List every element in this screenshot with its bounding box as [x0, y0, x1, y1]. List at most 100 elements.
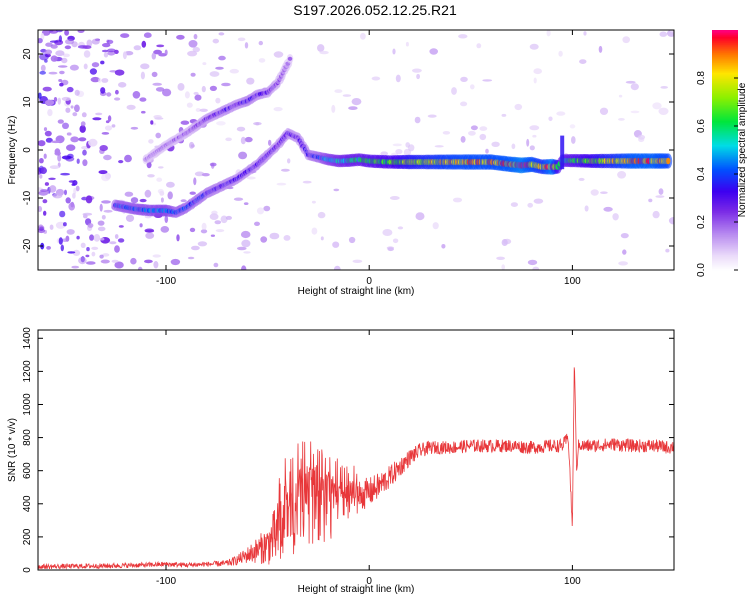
spectrogram-noise-cell	[45, 99, 55, 106]
colorbar-cell	[712, 146, 738, 149]
spectrogram-noise-cell	[176, 34, 185, 40]
spectrogram-noise-cell	[556, 111, 566, 116]
spectrogram-noise-cell	[215, 66, 224, 70]
spectrogram-plot-area	[38, 30, 674, 270]
spectrogram-noise-cell	[42, 199, 48, 204]
spectrogram-heatmap	[38, 30, 674, 270]
spectrogram-noise-cell	[193, 177, 197, 186]
spectrogram-noise-cell	[618, 118, 625, 121]
spectrogram-noise-cell	[187, 256, 195, 260]
x-tick-label: 0	[366, 276, 372, 287]
spectrogram-noise-cell	[160, 197, 164, 203]
spectrogram-noise-cell	[405, 41, 409, 47]
spectrogram-noise-cell	[209, 85, 217, 91]
colorbar-cell	[712, 210, 738, 213]
snr-y-ticks: 0 200 400 600 800 1000 1200 1400	[22, 327, 674, 573]
spectrogram-noise-cell	[460, 136, 466, 143]
colorbar-cell	[712, 260, 738, 263]
spectrogram-noise-cell	[91, 62, 100, 68]
colorbar-cell	[712, 150, 738, 153]
spectrogram-y-axis-label: Frequency (Hz)	[7, 116, 18, 185]
spectrogram-noise-cell	[107, 48, 116, 53]
spectrogram-noise-cell	[56, 30, 63, 33]
spectrogram-noise-cell	[529, 125, 540, 131]
y-tick-label: 200	[22, 528, 33, 545]
spectrogram-noise-cell	[527, 202, 533, 208]
spectrogram-noise-cell	[49, 185, 57, 193]
spectrogram-noise-cell	[60, 172, 70, 176]
colorbar-cell	[712, 82, 738, 85]
colorbar-cell	[712, 174, 738, 177]
colorbar-cell	[712, 268, 738, 271]
spectrogram-noise-cell	[154, 117, 164, 120]
spectrogram-noise-cell	[211, 210, 218, 215]
spectrogram-noise-cell	[392, 48, 396, 55]
spectrogram-noise-cell	[92, 117, 102, 121]
spectrogram-noise-cell	[658, 107, 669, 116]
spectrogram-noise-cell	[66, 86, 74, 93]
spectrogram-noise-cell	[38, 38, 43, 44]
colorbar-cell	[712, 252, 738, 255]
y-tick-label: -10	[22, 190, 33, 205]
spectrogram-noise-cell	[111, 259, 119, 263]
colorbar-cell	[712, 170, 738, 173]
colorbar-cell	[712, 152, 738, 155]
spectrogram-noise-cell	[118, 225, 124, 228]
spectrogram-noise-cell	[501, 113, 507, 117]
spectrogram-noise-cell	[93, 234, 101, 242]
spectrogram-noise-cell	[158, 53, 167, 57]
spectrogram-noise-cell	[38, 92, 42, 99]
spectrogram-noise-cell	[258, 40, 263, 46]
colorbar-cell	[712, 60, 738, 63]
colorbar-cell	[712, 32, 738, 35]
spectrogram-noise-cell	[70, 136, 79, 143]
spectrogram-noise-cell	[287, 158, 291, 164]
spectrogram-noise-cell	[485, 148, 489, 154]
spectrogram-noise-cell	[240, 136, 246, 145]
colorbar-cell	[712, 36, 738, 39]
spectrogram-noise-cell	[351, 98, 362, 106]
spectrogram-noise-cell	[432, 222, 439, 230]
spectrogram-noise-cell	[77, 30, 85, 33]
spectrogram-noise-cell	[146, 161, 152, 169]
spectrogram-noise-cell	[460, 76, 468, 82]
spectrogram-noise-cell	[91, 246, 99, 250]
spectrogram-noise-cell	[225, 215, 232, 220]
spectrogram-noise-cell	[44, 49, 53, 55]
spectrogram-y-ticks: 20 10 0 -10 -20	[22, 48, 674, 253]
spectrogram-noise-cell	[38, 206, 43, 212]
spectrogram-noise-cell	[66, 132, 72, 136]
spectrogram-noise-cell	[41, 30, 51, 36]
spectrogram-noise-cell	[200, 229, 208, 234]
spectrogram-noise-cell	[104, 125, 113, 131]
colorbar-cell	[712, 118, 738, 121]
y-tick-label: 400	[22, 495, 33, 512]
spectrogram-noise-cell	[468, 130, 476, 136]
colorbar-label: Normalized spectral amplitude	[737, 82, 748, 217]
spectrogram-noise-cell	[66, 229, 75, 235]
spectrogram-noise-cell	[558, 50, 563, 57]
spectrogram-noise-cell	[85, 195, 93, 204]
spectrogram-noise-cell	[269, 232, 280, 240]
spectrogram-noise-cell	[630, 83, 639, 91]
colorbar-cell	[712, 192, 738, 195]
colorbar-cell	[712, 202, 738, 205]
colorbar-cell	[712, 62, 738, 65]
snr-series-layer	[38, 367, 674, 570]
colorbar-cell	[712, 40, 738, 43]
spectrogram-noise-cell	[332, 241, 340, 248]
colorbar-cell	[712, 144, 738, 147]
spectrogram-noise-cell	[124, 154, 132, 163]
spectrogram-noise-cell	[533, 198, 544, 204]
colorbar-cell	[712, 160, 738, 163]
spectrogram-noise-cell	[395, 149, 403, 155]
spectrogram-noise-cell	[43, 127, 48, 132]
y-tick-label: 20	[22, 48, 33, 60]
colorbar-cell	[712, 90, 738, 93]
snr-x-ticks: -100 0 100	[156, 330, 581, 587]
spectrogram-noise-cell	[141, 40, 147, 48]
spectrogram-noise-cell	[333, 188, 340, 192]
spectrogram-noise-cell	[86, 247, 90, 252]
spectrogram-noise-cell	[273, 51, 284, 58]
colorbar-cell	[712, 58, 738, 61]
